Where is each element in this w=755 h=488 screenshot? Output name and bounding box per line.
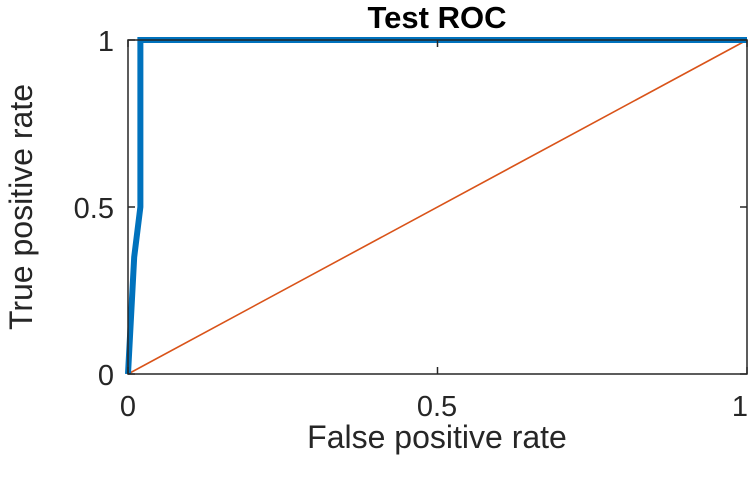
y-axis-label: True positive rate [3,84,39,330]
chart-title: Test ROC [368,0,507,35]
x-axis-label: False positive rate [307,419,567,455]
ticks-layer [127,39,748,375]
y-tick-label-0: 0 [98,360,114,392]
y-tick-label-1: 0.5 [74,193,114,225]
x-tick-label-0: 0 [120,391,136,423]
x-tick-label-1: 0.5 [417,391,457,423]
chance-diagonal-line [127,39,748,375]
x-tick-label-2: 1 [732,391,748,423]
y-tick-label-2: 1 [98,26,114,58]
plot-area [125,37,748,375]
